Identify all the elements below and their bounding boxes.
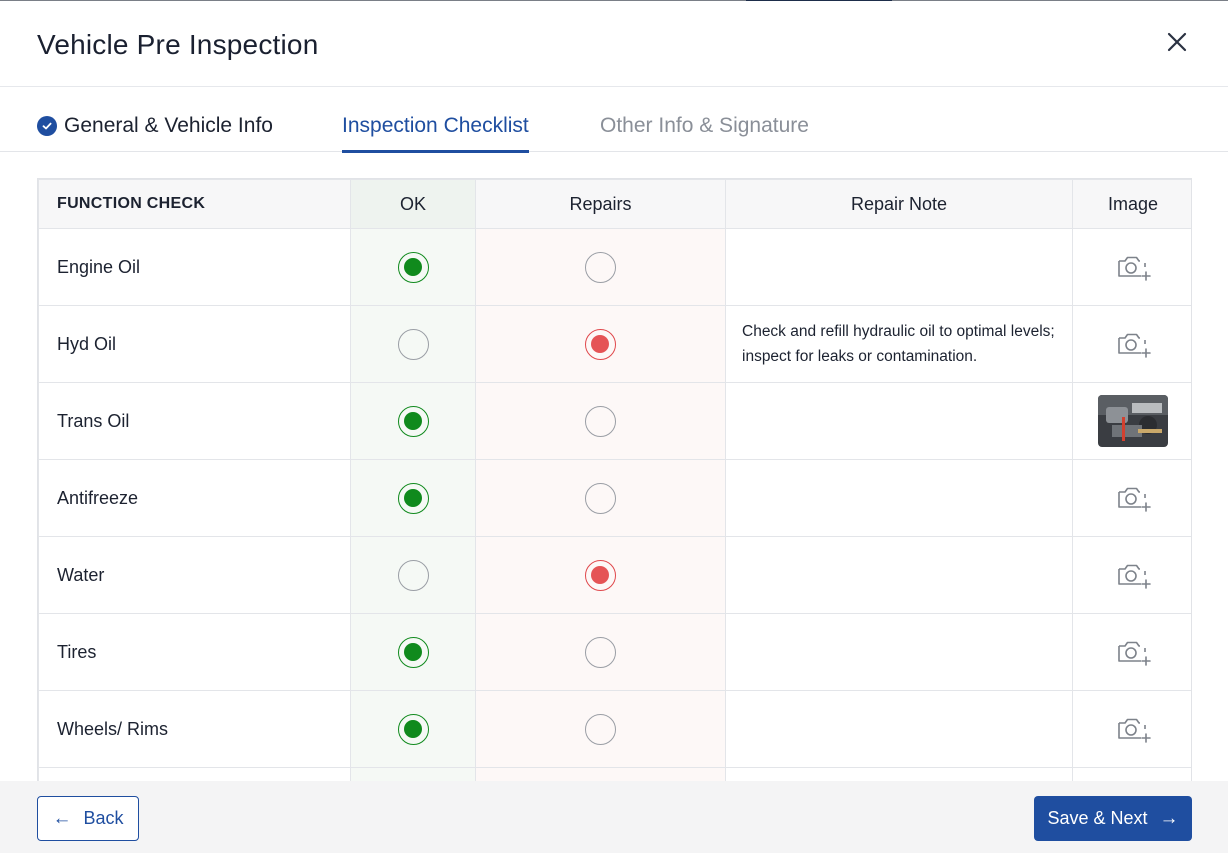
repairs-radio[interactable] bbox=[585, 482, 616, 514]
modal-footer: ← Back Save & Next → bbox=[0, 781, 1228, 853]
page-title: Vehicle Pre Inspection bbox=[37, 29, 319, 60]
image-cell bbox=[1072, 459, 1191, 537]
repair-note[interactable] bbox=[725, 690, 1073, 768]
modal-header: Vehicle Pre Inspection bbox=[0, 1, 1228, 87]
tab-label: Inspection Checklist bbox=[342, 114, 529, 137]
image-cell bbox=[1072, 382, 1191, 460]
ok-radio[interactable] bbox=[397, 482, 429, 514]
table-row: Wheels/ Rims bbox=[38, 690, 1191, 768]
column-header-repair-note: Repair Note bbox=[725, 179, 1073, 229]
tab-label: Other Info & Signature bbox=[600, 114, 809, 137]
repairs-cell bbox=[475, 536, 726, 614]
camera-add-icon[interactable] bbox=[1115, 560, 1151, 590]
table-row: Trans Oil bbox=[38, 382, 1191, 460]
tab-label: General & Vehicle Info bbox=[64, 114, 273, 137]
back-button-label: Back bbox=[83, 808, 124, 828]
column-header-image: Image bbox=[1072, 179, 1191, 229]
table-header-row: FUNCTION CHECK OK Repairs Repair Note Im… bbox=[38, 179, 1191, 229]
ok-cell bbox=[350, 228, 476, 306]
function-name: Hyd Oil bbox=[38, 305, 351, 383]
active-tab-indicator bbox=[342, 150, 529, 153]
camera-add-icon[interactable] bbox=[1115, 329, 1151, 359]
repairs-radio[interactable] bbox=[585, 559, 616, 591]
image-cell bbox=[1072, 305, 1191, 383]
repairs-cell bbox=[475, 305, 726, 383]
repair-note[interactable] bbox=[725, 536, 1073, 614]
function-name: Wheels/ Rims bbox=[38, 690, 351, 768]
ok-cell bbox=[350, 305, 476, 383]
ok-cell bbox=[350, 459, 476, 537]
function-name: Engine Oil bbox=[38, 228, 351, 306]
repair-note[interactable] bbox=[725, 382, 1073, 460]
column-header-repairs: Repairs bbox=[475, 179, 726, 229]
ok-radio[interactable] bbox=[397, 713, 429, 745]
repair-note[interactable] bbox=[725, 613, 1073, 691]
table-row: Antifreeze bbox=[38, 459, 1191, 537]
checklist-table: FUNCTION CHECK OK Repairs Repair Note Im… bbox=[37, 178, 1192, 781]
arrow-right-icon: → bbox=[1159, 808, 1179, 829]
repairs-cell bbox=[475, 613, 726, 691]
tab-other-info-signature[interactable]: Other Info & Signature bbox=[600, 114, 809, 138]
table-row: Hyd Oil Check and refill hydraulic oil to… bbox=[38, 305, 1191, 383]
repairs-cell bbox=[475, 228, 726, 306]
repair-note[interactable] bbox=[725, 228, 1073, 306]
tab-general-vehicle-info[interactable]: General & Vehicle Info bbox=[37, 114, 273, 138]
camera-add-icon[interactable] bbox=[1115, 483, 1151, 513]
image-cell bbox=[1072, 690, 1191, 768]
camera-add-icon[interactable] bbox=[1115, 714, 1151, 744]
function-name: Water bbox=[38, 536, 351, 614]
repairs-cell bbox=[475, 459, 726, 537]
ok-radio[interactable] bbox=[397, 251, 429, 283]
top-edge bbox=[0, 0, 1228, 1]
tab-bar: General & Vehicle Info Inspection Checkl… bbox=[0, 88, 1228, 153]
table-row: Engine Oil bbox=[38, 228, 1191, 306]
ok-cell bbox=[350, 690, 476, 768]
repairs-cell bbox=[475, 690, 726, 768]
close-icon[interactable] bbox=[1162, 27, 1192, 57]
repairs-radio[interactable] bbox=[585, 251, 616, 283]
repair-note[interactable]: Check and refill hydraulic oil to optima… bbox=[725, 305, 1073, 383]
image-cell bbox=[1072, 536, 1191, 614]
photo-thumbnail[interactable] bbox=[1098, 395, 1168, 447]
save-next-button-label: Save & Next bbox=[1047, 808, 1148, 828]
image-cell bbox=[1072, 613, 1191, 691]
camera-add-icon[interactable] bbox=[1115, 637, 1151, 667]
table-row-partial bbox=[38, 767, 1191, 781]
table-row: Tires bbox=[38, 613, 1191, 691]
repairs-radio[interactable] bbox=[585, 328, 616, 360]
ok-cell bbox=[350, 613, 476, 691]
camera-add-icon[interactable] bbox=[1115, 252, 1151, 282]
table-row: Water bbox=[38, 536, 1191, 614]
column-header-ok: OK bbox=[350, 179, 476, 229]
column-header-function: FUNCTION CHECK bbox=[38, 179, 351, 229]
back-button[interactable]: ← Back bbox=[37, 796, 139, 841]
function-name: Trans Oil bbox=[38, 382, 351, 460]
function-name: Tires bbox=[38, 613, 351, 691]
check-circle-icon bbox=[37, 116, 57, 136]
ok-radio[interactable] bbox=[397, 405, 429, 437]
save-next-button[interactable]: Save & Next → bbox=[1034, 796, 1192, 841]
ok-cell bbox=[350, 536, 476, 614]
image-cell bbox=[1072, 228, 1191, 306]
ok-cell bbox=[350, 382, 476, 460]
repairs-radio[interactable] bbox=[585, 405, 616, 437]
ok-radio[interactable] bbox=[397, 328, 429, 360]
function-name: Antifreeze bbox=[38, 459, 351, 537]
arrow-left-icon: ← bbox=[52, 808, 72, 829]
ok-radio[interactable] bbox=[397, 559, 429, 591]
repairs-radio[interactable] bbox=[585, 713, 616, 745]
repairs-cell bbox=[475, 382, 726, 460]
ok-radio[interactable] bbox=[397, 636, 429, 668]
repairs-radio[interactable] bbox=[585, 636, 616, 668]
repair-note[interactable] bbox=[725, 459, 1073, 537]
tab-inspection-checklist[interactable]: Inspection Checklist bbox=[342, 114, 529, 153]
